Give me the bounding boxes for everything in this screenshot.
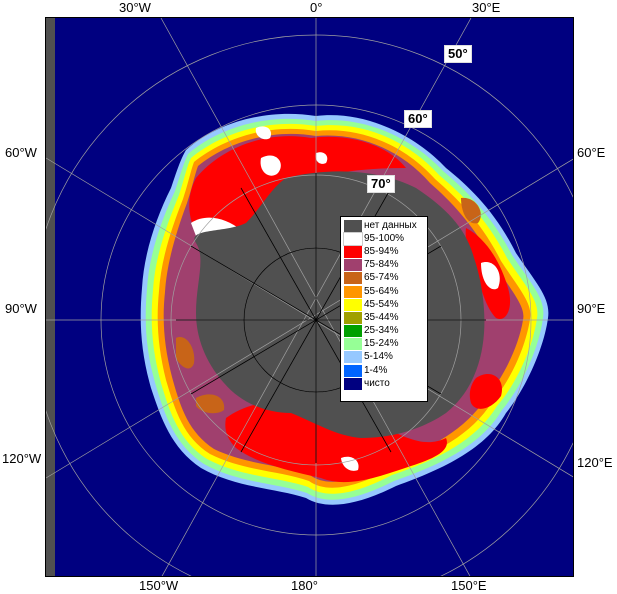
legend-label: 85-94% [364,245,399,257]
ice-patch-65-74-a [176,337,195,369]
legend-label: 1-4% [364,364,388,376]
legend-item: 1-4% [344,364,424,377]
legend-item: 65-74% [344,272,424,285]
lon-label-30e-top: 30°E [472,0,501,15]
meridian-m60 [46,158,573,479]
legend-item: 5-14% [344,351,424,364]
ice-patch-95-100-d [481,262,500,290]
legend-item: 35-44% [344,311,424,324]
legend-swatch [343,231,363,246]
legend: нет данных 95-100% 85-94% 75-84% 65-74% … [340,216,428,402]
legend-item: 95-100% [343,231,424,246]
ice-patch-65-74-b [196,394,225,414]
legend-swatch [344,298,362,311]
legend-item: нет данных [344,219,424,232]
lat-label-70: 70° [367,175,395,193]
legend-label: 5-14% [364,351,393,363]
lon-label-180-bottom: 180° [291,578,318,593]
lon-label-120e: 120°E [577,455,613,470]
ice-region-85-94-southeast [469,374,502,409]
lat-label-50: 50° [444,45,472,63]
legend-label: 25-34% [364,325,399,337]
legend-label: 75-84% [364,259,399,271]
lon-label-150e-bottom: 150°E [451,578,487,593]
lon-label-90e: 90°E [577,301,606,316]
lon-label-60e: 60°E [577,145,606,160]
legend-swatch [344,364,362,377]
legend-label: 65-74% [364,272,399,284]
ice-patch-95-100-b [260,155,281,176]
legend-item: чисто [344,377,424,390]
no-data-strip-left [46,18,55,576]
ice-patch-65-74-c [461,197,481,224]
map-canvas [46,18,573,576]
legend-swatch [344,219,362,232]
legend-label: чисто [364,377,390,389]
legend-item: 75-84% [344,259,424,272]
legend-swatch [344,245,362,258]
lon-label-150w-bottom: 150°W [139,578,179,593]
ice-region-85-94-north [189,136,406,253]
legend-swatch [344,272,362,285]
legend-label: 35-44% [364,311,399,323]
legend-swatch [344,325,362,338]
lon-label-60w: 60°W [5,145,37,160]
legend-swatch [344,285,362,298]
ice-region-85-94-south [225,401,447,483]
legend-item: 55-64% [344,285,424,298]
legend-label: 95-100% [364,232,405,244]
polar-map [45,17,574,577]
legend-item: 25-34% [344,325,424,338]
legend-swatch [344,351,362,364]
lon-label-90w: 90°W [5,301,37,316]
legend-label: 55-64% [364,285,399,297]
lon-label-120w: 120°W [2,451,42,466]
legend-swatch [344,338,362,351]
legend-item: 45-54% [344,298,424,311]
legend-swatch [344,311,362,324]
legend-label: 15-24% [364,338,399,350]
ice-patch-95-100-f [315,152,328,164]
legend-item: 85-94% [344,245,424,258]
legend-label: нет данных [364,219,417,231]
ice-patch-95-100-e [341,456,359,471]
lon-label-0-top: 0° [310,0,323,15]
lat-label-60: 60° [404,110,432,128]
legend-item: 15-24% [344,338,424,351]
legend-label: 45-54% [364,298,399,310]
legend-swatch [344,259,362,272]
lon-label-30w-top: 30°W [119,0,151,15]
ice-patch-95-100-c [255,126,272,140]
legend-swatch [344,377,362,390]
